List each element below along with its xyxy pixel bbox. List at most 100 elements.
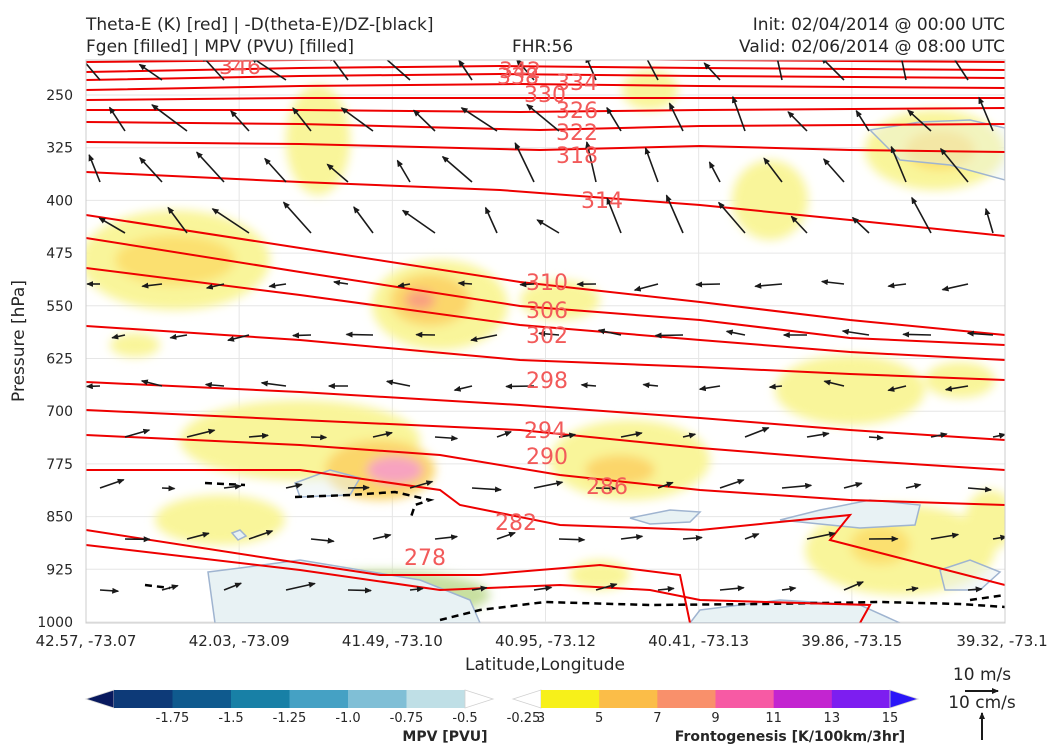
wind-vector <box>169 333 188 340</box>
wind-vector <box>558 432 577 439</box>
wind-vector <box>695 281 721 288</box>
wind-vector <box>310 434 328 441</box>
wind-vector <box>657 586 675 592</box>
wind-vector <box>843 581 865 591</box>
wind-vector <box>204 382 225 388</box>
theta-e-contour-label: 346 <box>219 55 261 80</box>
wind-vector <box>201 60 225 81</box>
wind-vector <box>99 587 120 594</box>
wind-vector <box>754 282 783 289</box>
wind-vector <box>944 385 969 392</box>
wind-vector <box>99 478 125 489</box>
wind-vector <box>823 158 845 183</box>
wind-vector <box>496 431 512 438</box>
theta-e-contour-label: 286 <box>586 475 628 500</box>
wind-vector <box>86 62 101 81</box>
wind-vector <box>823 379 845 387</box>
wind-vector <box>992 534 1005 541</box>
wind-vector <box>665 194 684 234</box>
wind-vector <box>340 107 374 132</box>
wind-vector <box>268 282 287 289</box>
colorbar-tick-label: -0.5 <box>452 711 477 726</box>
wind-vector <box>911 196 932 234</box>
wind-vector <box>138 63 163 81</box>
wind-vector <box>514 142 535 183</box>
x-tick-label: 40.41, -73.13 <box>648 632 749 650</box>
wind-vector <box>966 330 994 337</box>
wind-vector <box>292 332 312 339</box>
wind-vector <box>992 432 1005 439</box>
wind-vector <box>905 586 919 593</box>
y-tick-label: 400 <box>46 193 73 209</box>
plot-frame <box>85 59 1006 624</box>
theta-e-contour-label: 334 <box>556 71 598 96</box>
wind-vector <box>141 282 163 289</box>
vector-reference-key: 10 m/s 10 cm/s <box>948 665 1016 740</box>
theta-e-contour-label: 330 <box>524 83 566 108</box>
wind-vector <box>941 283 969 292</box>
wind-vector <box>633 283 659 292</box>
y-tick-label: 325 <box>46 141 73 157</box>
wind-vector <box>533 480 564 489</box>
wind-vector <box>401 209 436 234</box>
wind-vector <box>223 483 242 490</box>
wind-vector <box>620 534 644 541</box>
wind-vector <box>984 207 994 234</box>
wind-vector <box>851 216 870 234</box>
init-time: Init: 02/04/2014 @ 00:00 UTC <box>752 15 1005 35</box>
wind-vector <box>515 60 535 81</box>
wind-vector <box>385 379 411 387</box>
theta-e-contour-label: 278 <box>404 546 446 571</box>
colorbar-tick-label: -0.25 <box>507 711 541 726</box>
x-tick-label: 42.03, -73.09 <box>189 632 290 650</box>
wind-vector <box>230 110 250 132</box>
wind-vector <box>787 111 808 132</box>
colorbar-tick-label: -1.0 <box>335 711 360 726</box>
wind-vector <box>409 480 434 489</box>
wind-vector <box>725 329 746 336</box>
wind-vector <box>806 431 830 438</box>
y-tick-label: 700 <box>46 404 73 420</box>
y-tick-label: 1000 <box>37 615 73 631</box>
wind-vector <box>471 486 502 493</box>
wind-vector <box>940 147 969 183</box>
wind-vector <box>248 530 274 540</box>
wind-vector <box>111 333 126 340</box>
wind-vector <box>855 109 870 132</box>
wind-vector <box>953 60 969 81</box>
wind-vector <box>868 434 884 441</box>
vector-ref-horizontal-label: 10 m/s <box>953 665 1011 685</box>
valid-time: Valid: 02/06/2014 @ 08:00 UTC <box>739 37 1005 57</box>
wind-vector <box>453 385 473 392</box>
theta-e-contour-label: 302 <box>526 324 568 349</box>
mpv-colorbar-title: MPV [PVU] <box>402 729 487 745</box>
colorbar-tick-label: 5 <box>595 711 603 726</box>
y-tick-label: 250 <box>46 88 73 104</box>
wind-vector <box>536 219 560 234</box>
wind-vector <box>98 217 126 234</box>
wind-vector <box>260 380 287 387</box>
wind-vector <box>538 330 560 337</box>
wind-vector <box>167 206 188 234</box>
wind-vector <box>781 585 797 592</box>
wind-vector <box>347 587 372 594</box>
colorbar-tick-label: -1.25 <box>273 711 307 726</box>
vector-ref-vertical-label: 10 cm/s <box>948 693 1016 713</box>
wind-vector <box>731 95 746 132</box>
wind-vector <box>682 432 697 439</box>
theta-e-contour-label: 306 <box>526 299 568 324</box>
wind-vector <box>887 282 907 289</box>
mpv-fill <box>207 119 1005 623</box>
wind-vector <box>505 383 535 390</box>
wind-vector <box>329 60 349 81</box>
wind-vector <box>597 328 622 336</box>
wind-vector <box>471 585 488 592</box>
wind-vector <box>409 586 424 593</box>
wind-vector <box>353 206 374 234</box>
wind-vector <box>441 155 473 183</box>
wind-vector <box>248 432 269 439</box>
wind-vector <box>644 147 659 183</box>
wind-vector <box>496 531 516 540</box>
wind-vector <box>519 281 535 288</box>
forecast-hour: FHR:56 <box>512 37 574 57</box>
